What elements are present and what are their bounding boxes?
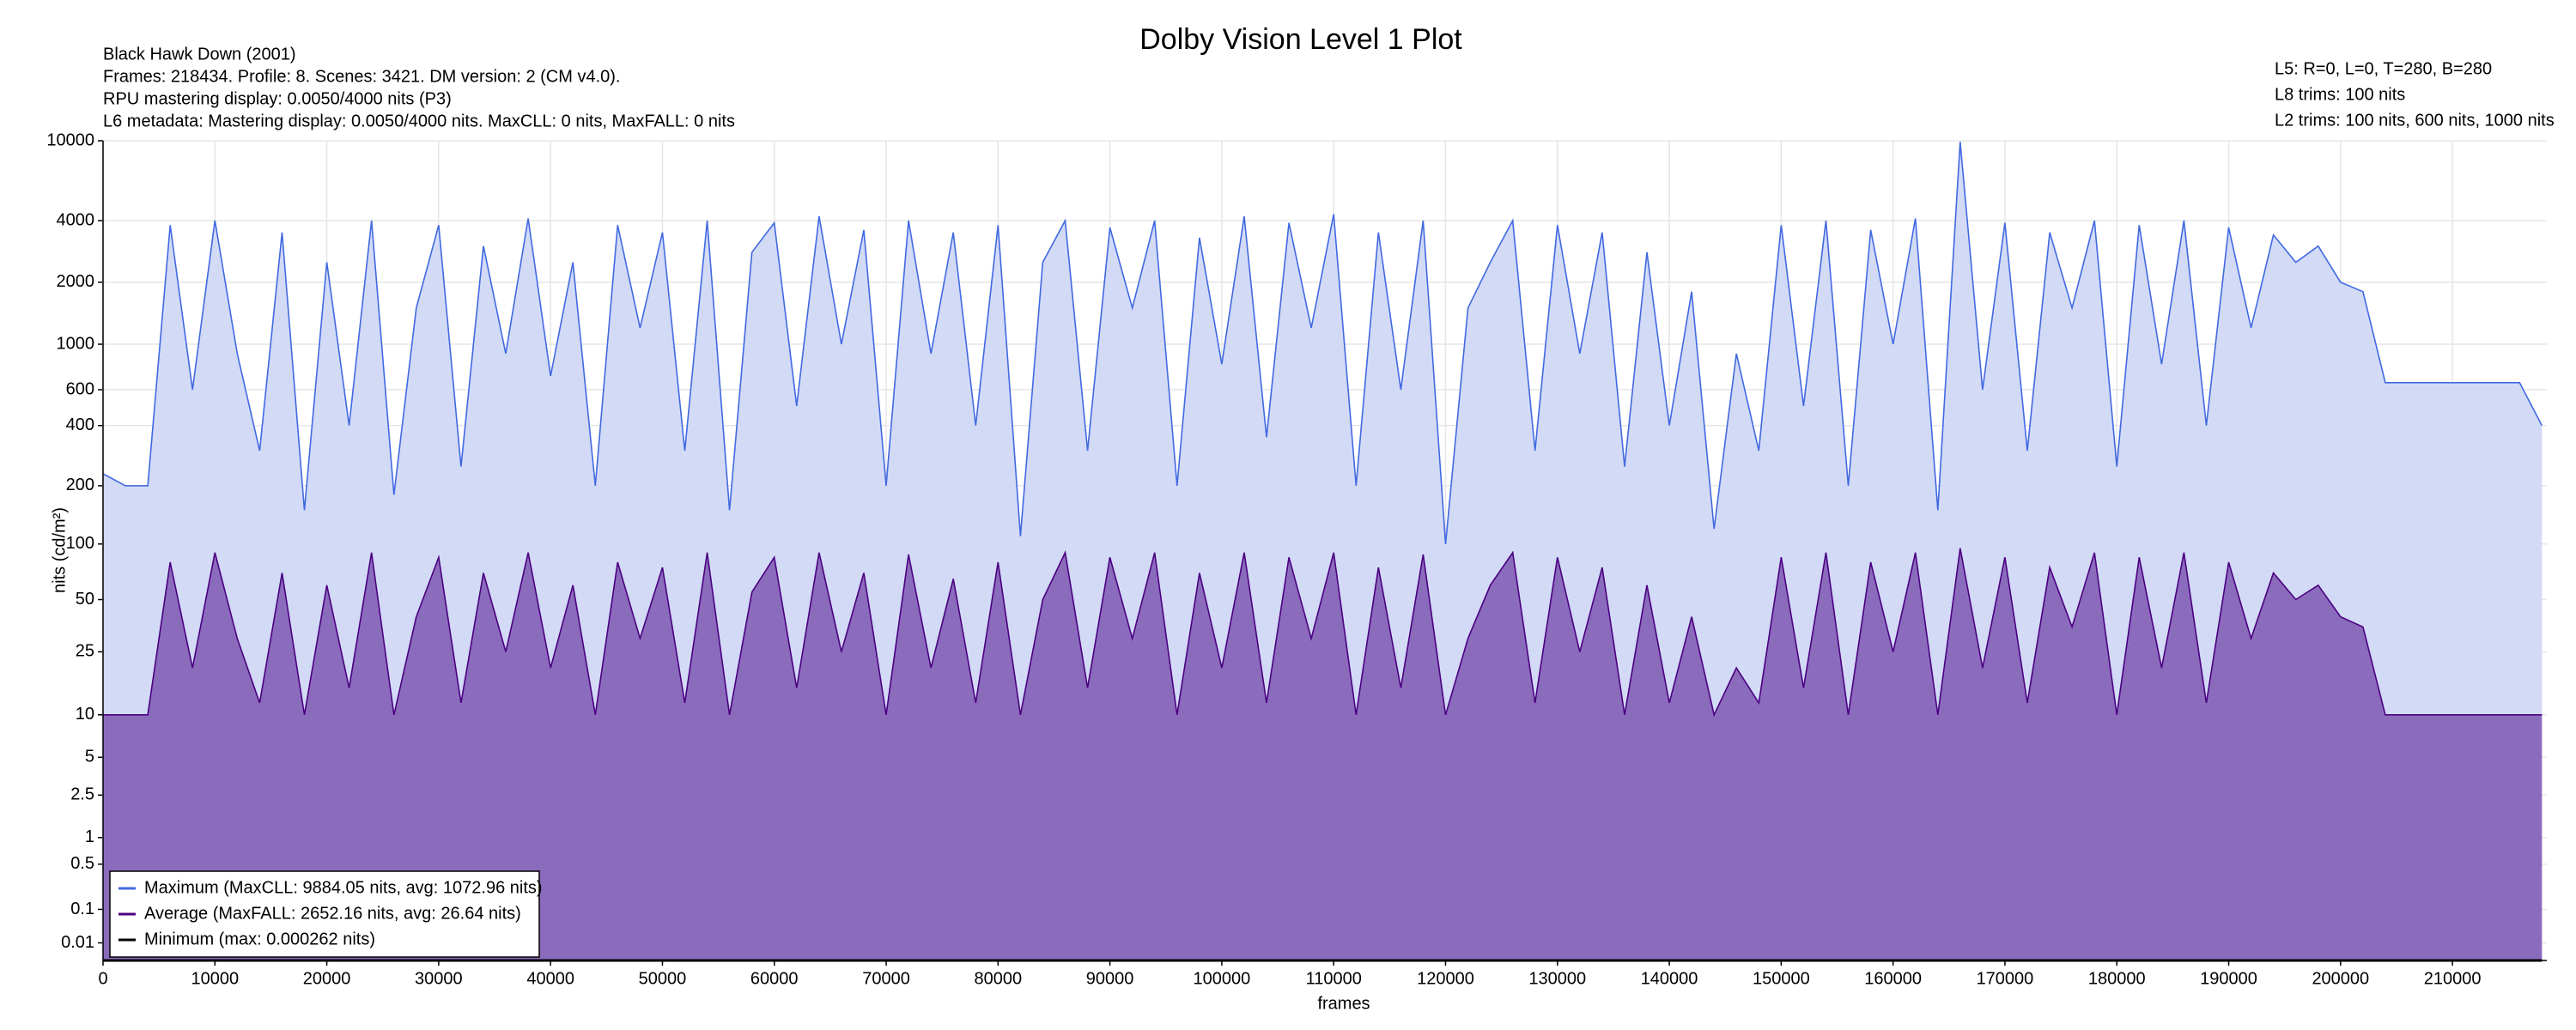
- legend-box: [109, 870, 540, 958]
- y-tick-label: 400: [66, 415, 94, 434]
- x-tick-label: 180000: [2088, 969, 2146, 988]
- y-tick-label: 50: [76, 590, 94, 609]
- x-tick-label: 140000: [1641, 969, 1698, 988]
- y-tick-label: 200: [66, 476, 94, 494]
- header-trims: L5: R=0, L=0, T=280, B=280: [2275, 59, 2492, 78]
- x-tick-label: 60000: [750, 969, 799, 988]
- x-tick-label: 80000: [975, 969, 1023, 988]
- x-tick-label: 130000: [1528, 969, 1586, 988]
- y-tick-label: 100: [66, 534, 94, 553]
- area-fill: [103, 548, 2543, 960]
- y-tick-label: 4000: [57, 210, 95, 229]
- x-tick-label: 40000: [526, 969, 574, 988]
- legend-label: Average (MaxFALL: 2652.16 nits, avg: 26.…: [144, 904, 521, 923]
- x-tick-label: 120000: [1417, 969, 1474, 988]
- y-tick-label: 5: [85, 748, 94, 766]
- x-tick-label: 90000: [1086, 969, 1134, 988]
- x-tick-label: 190000: [2200, 969, 2257, 988]
- x-tick-label: 150000: [1753, 969, 1810, 988]
- x-tick-label: 200000: [2312, 969, 2369, 988]
- x-tick-label: 110000: [1306, 969, 1362, 988]
- legend: Maximum (MaxCLL: 9884.05 nits, avg: 1072…: [109, 870, 543, 958]
- chart-title: Dolby Vision Level 1 Plot: [1139, 23, 1462, 56]
- x-tick-label: 10000: [191, 969, 239, 988]
- series-line: [103, 548, 2543, 718]
- y-tick-label: 0.01: [61, 933, 94, 952]
- x-tick-label: 210000: [2424, 969, 2482, 988]
- x-tick-label: 50000: [639, 969, 687, 988]
- x-tick-label: 70000: [862, 969, 910, 988]
- y-tick-label: 2000: [57, 272, 95, 291]
- y-tick-label: 0.1: [70, 900, 94, 918]
- header-info: Black Hawk Down (2001): [103, 45, 296, 64]
- header-trims: L8 trims: 100 nits: [2275, 85, 2405, 104]
- y-tick-label: 10000: [46, 130, 94, 149]
- header-info: RPU mastering display: 0.0050/4000 nits …: [103, 89, 452, 108]
- y-tick-label: 1000: [57, 334, 95, 353]
- x-tick-label: 0: [98, 969, 107, 988]
- y-tick-label: 600: [66, 379, 94, 398]
- y-axis-label: nits (cd/m²): [50, 507, 69, 593]
- y-tick-label: 25: [76, 642, 94, 661]
- legend-label: Minimum (max: 0.000262 nits): [144, 930, 375, 948]
- x-tick-label: 20000: [303, 969, 351, 988]
- header-trims: L2 trims: 100 nits, 600 nits, 1000 nits: [2275, 111, 2555, 130]
- x-tick-label: 30000: [415, 969, 463, 988]
- header-info: L6 metadata: Mastering display: 0.0050/4…: [103, 112, 735, 130]
- y-tick-label: 0.5: [70, 854, 94, 873]
- x-tick-label: 170000: [1977, 969, 2034, 988]
- legend-label: Maximum (MaxCLL: 9884.05 nits, avg: 1072…: [144, 878, 543, 897]
- y-tick-label: 1: [85, 827, 94, 846]
- y-tick-label: 2.5: [70, 785, 94, 804]
- x-tick-label: 160000: [1864, 969, 1922, 988]
- x-axis-label: frames: [1317, 994, 1370, 1013]
- y-tick-label: 10: [76, 705, 94, 724]
- header-info: Frames: 218434. Profile: 8. Scenes: 3421…: [103, 67, 620, 86]
- x-tick-label: 100000: [1194, 969, 1251, 988]
- series-line: [102, 142, 2543, 544]
